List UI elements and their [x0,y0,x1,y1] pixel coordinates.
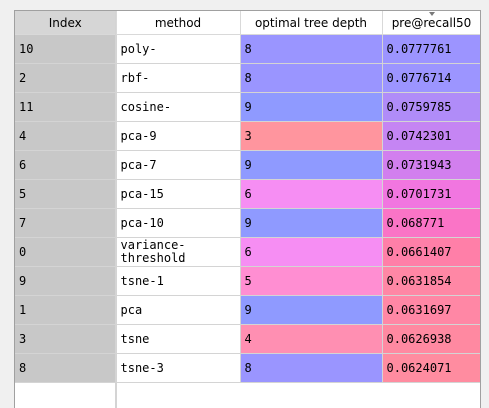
index-cell[interactable]: 3 [15,324,117,354]
pre-recall50-cell[interactable]: 0.0631697 [382,295,480,325]
column-header-optimal-tree-depth[interactable]: optimal tree depth [240,11,383,35]
index-cell[interactable]: 4 [15,121,117,151]
index-cell[interactable]: 0 [15,237,117,267]
table-row[interactable]: 3 tsne 4 0.0626938 [15,324,480,354]
method-cell[interactable]: pca-9 [116,121,241,151]
table-row[interactable]: 5 pca-15 6 0.0701731 [15,179,480,209]
table-row[interactable]: 7 pca-10 9 0.068771 [15,208,480,238]
column-header-label: optimal tree depth [254,15,368,30]
pre-recall50-cell[interactable]: 0.0777761 [382,34,480,64]
optimal-tree-depth-cell[interactable]: 4 [240,324,383,354]
dataframe-grid[interactable]: Index method optimal tree depth pre@reca… [14,10,481,408]
pre-recall50-cell[interactable]: 0.0661407 [382,237,480,267]
method-cell[interactable]: pca-10 [116,208,241,238]
method-cell[interactable]: variance- threshold [116,237,241,267]
table-row[interactable]: 8 tsne-3 8 0.0624071 [15,353,480,383]
column-header-pre-recall50[interactable]: pre@recall50 [382,11,480,35]
method-cell[interactable]: pca [116,295,241,325]
optimal-tree-depth-cell[interactable]: 8 [240,34,383,64]
index-cell[interactable]: 8 [15,353,117,383]
sort-descending-icon [428,12,435,16]
pre-recall50-cell[interactable]: 0.068771 [382,208,480,238]
optimal-tree-depth-cell[interactable]: 8 [240,63,383,93]
method-cell[interactable]: rbf- [116,63,241,93]
table-row[interactable]: 1 pca 9 0.0631697 [15,295,480,325]
method-cell[interactable]: tsne-1 [116,266,241,296]
index-cell[interactable]: 10 [15,34,117,64]
table-row[interactable]: 0 variance- threshold 6 0.0661407 [15,237,480,267]
index-cell[interactable]: 1 [15,295,117,325]
empty-cell [116,382,240,408]
pre-recall50-cell[interactable]: 0.0624071 [382,353,480,383]
optimal-tree-depth-cell[interactable]: 9 [240,295,383,325]
header-row: Index method optimal tree depth pre@reca… [15,11,480,35]
optimal-tree-depth-cell[interactable]: 9 [240,208,383,238]
method-cell[interactable]: cosine- [116,92,241,122]
empty-cell [382,382,480,408]
column-header-method[interactable]: method [116,11,241,35]
method-cell[interactable]: poly- [116,34,241,64]
column-header-label: method [154,15,202,30]
pre-recall50-cell[interactable]: 0.0701731 [382,179,480,209]
empty-cell [240,382,382,408]
optimal-tree-depth-cell[interactable]: 9 [240,92,383,122]
table-row[interactable]: 2 rbf- 8 0.0776714 [15,63,480,93]
index-cell[interactable]: 6 [15,150,117,180]
method-cell[interactable]: tsne [116,324,241,354]
index-cell[interactable]: 9 [15,266,117,296]
optimal-tree-depth-cell[interactable]: 5 [240,266,383,296]
table-row[interactable]: 4 pca-9 3 0.0742301 [15,121,480,151]
table-row[interactable]: 11 cosine- 9 0.0759785 [15,92,480,122]
empty-row [15,382,480,408]
method-cell[interactable]: tsne-3 [116,353,241,383]
table-row[interactable]: 10 poly- 8 0.0777761 [15,34,480,64]
table-row[interactable]: 6 pca-7 9 0.0731943 [15,150,480,180]
index-cell[interactable]: 2 [15,63,117,93]
optimal-tree-depth-cell[interactable]: 9 [240,150,383,180]
pre-recall50-cell[interactable]: 0.0626938 [382,324,480,354]
optimal-tree-depth-cell[interactable]: 6 [240,237,383,267]
column-header-label: Index [48,15,82,30]
pre-recall50-cell[interactable]: 0.0776714 [382,63,480,93]
pre-recall50-cell[interactable]: 0.0759785 [382,92,480,122]
pre-recall50-cell[interactable]: 0.0731943 [382,150,480,180]
column-header-index[interactable]: Index [15,11,117,35]
method-cell[interactable]: pca-15 [116,179,241,209]
column-divider [115,11,116,408]
optimal-tree-depth-cell[interactable]: 3 [240,121,383,151]
method-cell[interactable]: pca-7 [116,150,241,180]
column-header-label: pre@recall50 [391,15,472,30]
table-row[interactable]: 9 tsne-1 5 0.0631854 [15,266,480,296]
index-cell[interactable]: 5 [15,179,117,209]
pre-recall50-cell[interactable]: 0.0631854 [382,266,480,296]
dataframe-table: Index method optimal tree depth pre@reca… [15,11,480,408]
optimal-tree-depth-cell[interactable]: 8 [240,353,383,383]
optimal-tree-depth-cell[interactable]: 6 [240,179,383,209]
index-cell[interactable]: 11 [15,92,117,122]
index-cell[interactable]: 7 [15,208,117,238]
empty-cell [15,382,117,408]
pre-recall50-cell[interactable]: 0.0742301 [382,121,480,151]
